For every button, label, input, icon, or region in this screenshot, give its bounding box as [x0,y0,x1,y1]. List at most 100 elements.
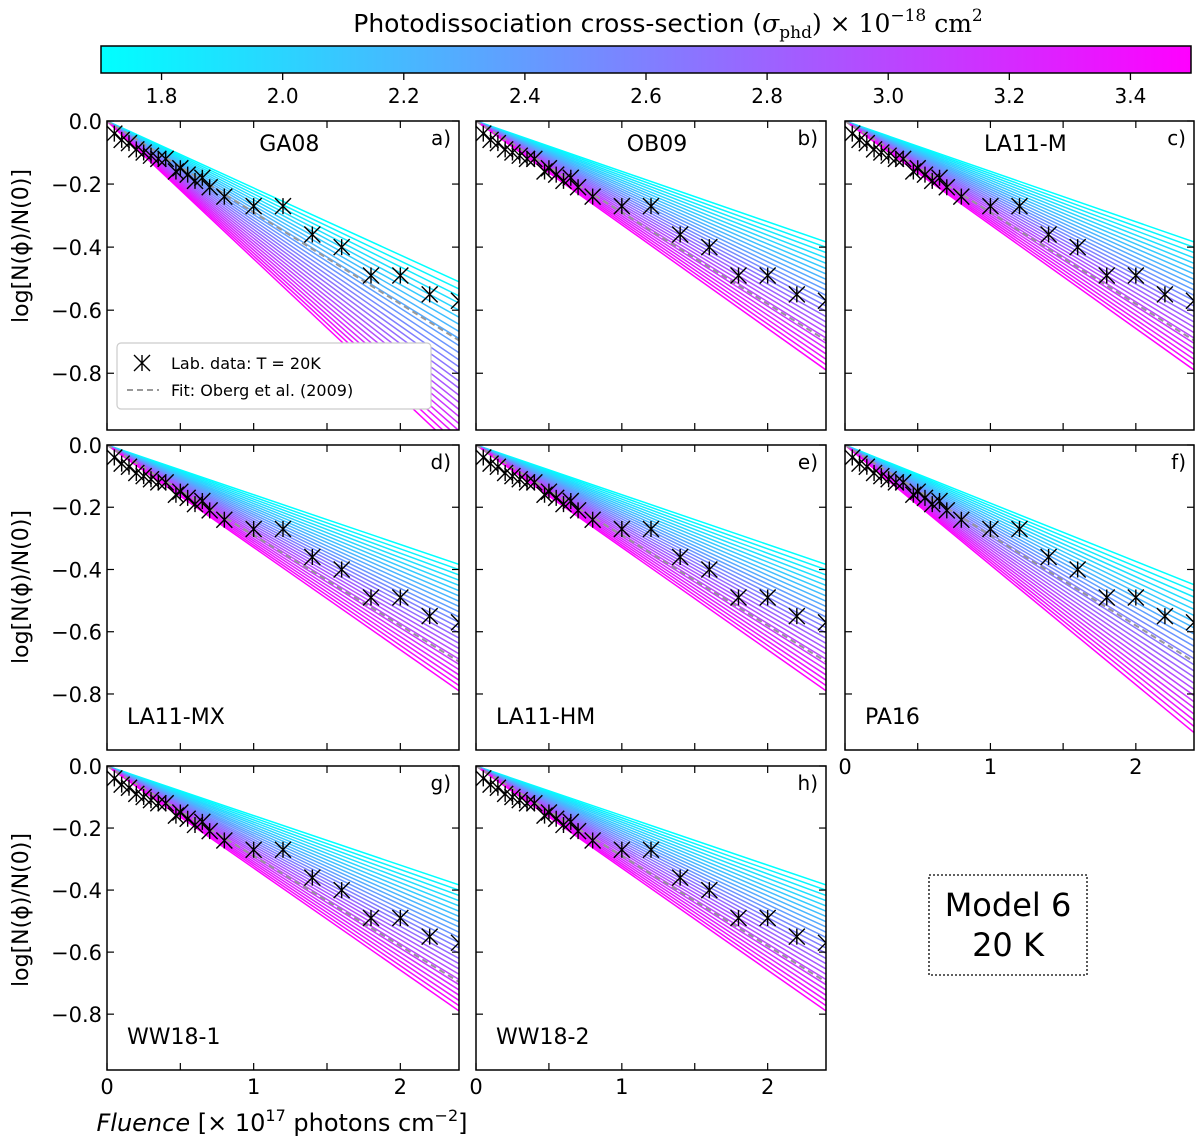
plot-area [845,445,1194,734]
colorbar-label-unit-exp: 2 [972,6,983,26]
sigma-line [476,766,826,902]
legend-lab-label: Lab. data: T = 20K [171,354,321,373]
fit-line [107,766,459,983]
lab-data-point [193,492,211,510]
y-axis-label-row2: log[N(ϕ)/N(0)] [9,510,34,664]
sigma-line [476,121,826,264]
lab-data-point [171,483,189,501]
y-tick-label: −0.4 [51,879,102,903]
sigma-line [476,121,826,270]
lab-data-point [540,483,558,501]
x-tick-label: 2 [761,1075,774,1099]
lab-data-point [671,226,689,244]
sigma-line [845,445,1194,721]
colorbar-tick-label: 2.0 [267,84,299,108]
lab-data-point [642,197,660,215]
lab-data-point [916,489,934,507]
lab-data-point [569,501,587,519]
lab-data-point [362,909,380,927]
lab-data-point [107,769,123,787]
plot-area [107,766,459,1012]
sigma-line [476,445,826,592]
lab-data-point [887,473,905,491]
lab-data-point [562,813,580,831]
lab-data-point [1127,267,1145,284]
sigma-line [845,445,1194,641]
colorbar-label-exp: −18 [890,6,926,26]
legend: Lab. data: T = 20K Fit: Oberg et al. (200… [116,342,432,410]
colorbar-label-main: Photodissociation cross-section ( [353,9,762,38]
lab-data-point [562,169,580,187]
x-tick-label: 0 [469,1075,482,1099]
sigma-line [476,445,826,571]
panel-name: WW18-1 [127,1025,220,1050]
panel-name: OB09 [627,132,687,157]
sigma-line [107,766,459,907]
lab-data-point [613,520,631,538]
panel-letter: f) [1171,450,1186,474]
panels: 0.0 −0.2 −0.4 −0.6 −0.8 a) GA08 Lab. data: T = … [51,110,1195,1099]
lab-data-point [817,292,826,310]
panel-ga08: 0.0 −0.2 −0.4 −0.6 −0.8 a) GA08 Lab. data: T = … [51,110,460,431]
panel-letter: g) [431,771,452,795]
lab-data-point [584,831,602,849]
lab-data-point [730,589,747,606]
sigma-line [107,445,459,592]
sigma-line [476,121,826,248]
lab-data-point [245,520,263,538]
colorbar-label-sub: phd [779,23,812,43]
panel-letter: c) [1167,126,1186,150]
colorbar-label-sigma: σ [762,9,780,38]
lab-data-point [938,178,956,196]
lab-data-point [167,807,185,825]
y-tick-label: −0.8 [51,1003,102,1027]
sigma-line [476,766,826,912]
panel-ob09: b) OB09 [475,120,827,431]
sigma-line [845,445,1194,592]
sigma-line [107,766,459,891]
plot-area [845,121,1194,371]
lab-data-point [450,292,459,310]
lab-data-point [642,841,660,859]
sigma-line [476,121,826,259]
y-axis-label-row1: log[N(ϕ)/N(0)] [9,169,34,323]
sigma-line [845,121,1194,259]
sigma-line [107,766,459,912]
lab-data-point [201,501,219,519]
sigma-line [476,121,826,254]
sigma-line [107,121,459,375]
sigma-line [107,766,459,902]
lab-data-point [730,267,747,284]
lab-data-point [671,548,689,566]
x-axis-label-rest2: photons cm [286,1109,435,1137]
panel-la11-hm: e) LA11-HM [475,444,827,751]
lab-data-point [562,492,580,510]
plot-area [107,445,459,692]
lab-data-point [1127,589,1145,606]
y-tick-label: −0.8 [51,683,102,707]
lab-data-point [700,881,718,899]
lab-data-point [362,267,380,284]
panel-frame [844,120,1195,431]
lab-data-point [671,869,689,887]
lab-data-point [584,188,602,206]
lab-data-point [525,150,543,168]
lab-data-point [171,159,189,177]
sigma-line [845,121,1194,248]
lab-data-point [759,909,777,927]
lab-data-point [894,473,912,491]
lab-data-point [489,458,507,476]
lab-data-point [817,934,826,952]
lab-data-point [149,794,167,812]
y-tick-label: −0.2 [51,173,102,197]
model-box-line2: 20 K [972,926,1045,964]
y-tick-label: −0.2 [51,817,102,841]
lab-data-point [179,810,197,828]
panel-letter: a) [431,126,451,150]
x-axis-label-italic: Fluence [96,1109,190,1137]
sigma-line [845,445,1194,598]
lab-data-point [303,548,321,566]
fit-line [476,766,826,983]
sigma-line [107,445,459,571]
panel-name: PA16 [865,705,920,730]
